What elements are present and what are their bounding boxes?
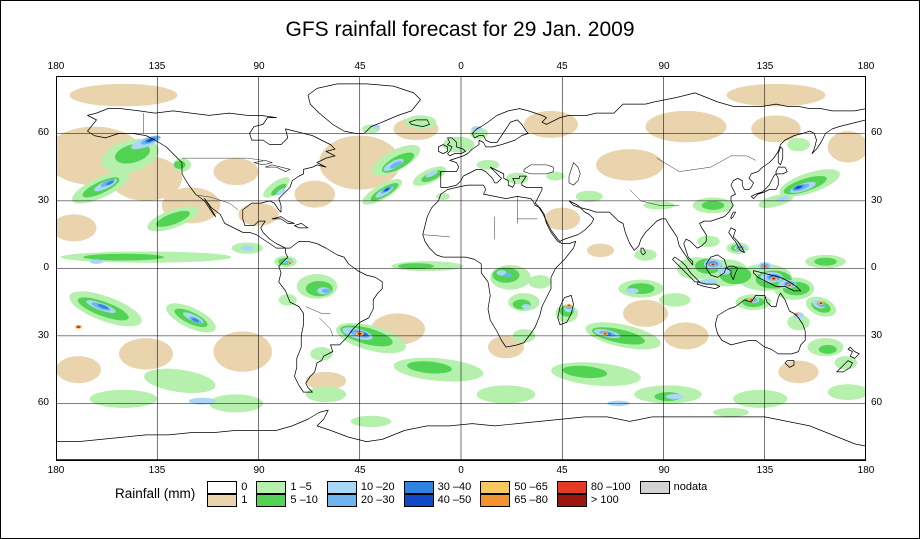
gridlines	[56, 76, 866, 461]
world-rainfall-map	[56, 76, 866, 461]
coastlines	[56, 83, 866, 460]
lon-tick-bottom: 180	[857, 465, 875, 476]
lat-tick-left: 0	[43, 262, 49, 273]
legend-label: 80 –100	[590, 481, 631, 493]
lakes	[253, 160, 581, 186]
lon-tick-top: 135	[756, 61, 774, 72]
lon-tick-bottom: 180	[47, 465, 65, 476]
legend-label: 40 –50	[437, 494, 472, 506]
legend-title: Rainfall (mm)	[115, 486, 196, 501]
lon-tick-top: 180	[47, 61, 65, 72]
legend: Rainfall (mm) 0 1 1 –5 5 –10 10 –20 20 –…	[115, 480, 707, 507]
legend-swatch	[256, 493, 287, 507]
legend-label: 1	[241, 494, 248, 506]
lon-tick-top: 90	[658, 61, 670, 72]
map-border	[56, 76, 866, 461]
legend-label: nodata	[673, 481, 708, 493]
lon-tick-top: 0	[458, 61, 464, 72]
lat-tick-left: 60	[37, 397, 49, 408]
legend-label: > 100	[590, 494, 619, 506]
legend-swatch	[207, 493, 238, 507]
lon-tick-top: 135	[148, 61, 166, 72]
legend-scale: 0 1 1 –5 5 –10 10 –20 20 –30 30 –40 40 –…	[207, 480, 707, 507]
legend-label: 50 –65	[514, 481, 548, 493]
lon-tick-top: 45	[354, 61, 366, 72]
lat-tick-left: 30	[37, 195, 49, 206]
lon-tick-bottom: 45	[556, 465, 568, 476]
legend-swatch	[326, 493, 357, 507]
legend-label: 1 –5	[290, 481, 312, 493]
lat-tick-right: 0	[871, 262, 877, 273]
lon-tick-top: 45	[556, 61, 568, 72]
lon-tick-bottom: 45	[354, 465, 366, 476]
lon-tick-bottom: 90	[253, 465, 265, 476]
lat-tick-right: 60	[871, 127, 883, 138]
legend-swatch	[403, 493, 434, 507]
lon-tick-bottom: 135	[756, 465, 774, 476]
legend-label: 5 –10	[290, 494, 318, 506]
legend-swatch	[639, 480, 670, 494]
lat-tick-right: 60	[871, 397, 883, 408]
legend-swatch	[256, 480, 287, 494]
lon-tick-top: 180	[857, 61, 875, 72]
lon-tick-bottom: 135	[148, 465, 166, 476]
lat-tick-left: 60	[37, 127, 49, 138]
lat-tick-left: 30	[37, 330, 49, 341]
lon-tick-top: 90	[253, 61, 265, 72]
lon-tick-bottom: 90	[658, 465, 670, 476]
legend-swatch	[326, 480, 357, 494]
legend-swatch	[556, 480, 587, 494]
legend-label: 10 –20	[360, 481, 395, 493]
lat-tick-right: 30	[871, 195, 883, 206]
legend-label: 0	[241, 481, 248, 493]
legend-swatch	[480, 493, 511, 507]
legend-label: 65 –80	[514, 494, 548, 506]
lat-tick-right: 30	[871, 330, 883, 341]
legend-swatch	[480, 480, 511, 494]
chart-title: GFS rainfall forecast for 29 Jan. 2009	[285, 18, 635, 41]
legend-swatch	[556, 493, 587, 507]
legend-label: 30 –40	[437, 481, 472, 493]
legend-swatch	[403, 480, 434, 494]
lon-tick-bottom: 0	[458, 465, 464, 476]
legend-swatch	[207, 480, 238, 494]
legend-label: 20 –30	[360, 494, 395, 506]
